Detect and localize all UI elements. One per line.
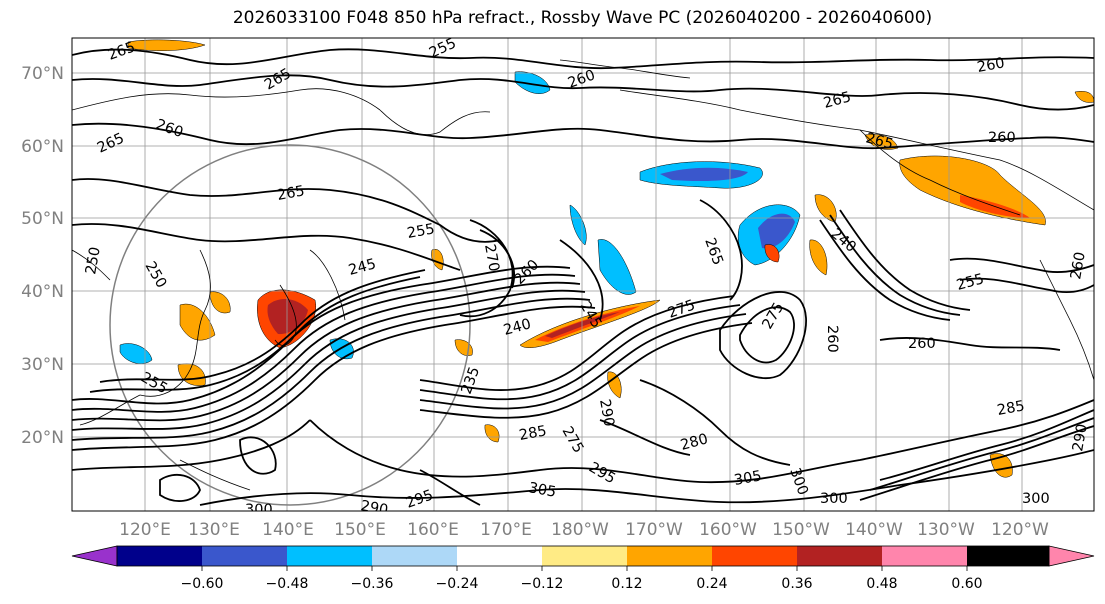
contour-label: 300 <box>1022 491 1050 507</box>
lon-label: 130°E <box>188 520 240 540</box>
contour-label: 265 <box>822 89 853 112</box>
colorbar-segment <box>797 546 882 566</box>
colorbar-tick-label: −0.48 <box>266 576 309 592</box>
positive-anomaly-patch <box>1074 91 1094 103</box>
lon-label: 150°E <box>334 520 386 540</box>
colorbar-tick-label: 0.36 <box>781 576 812 592</box>
contour-label: 265 <box>276 183 306 204</box>
colorbar-segment <box>202 546 287 566</box>
contour-label: 300 <box>245 502 273 518</box>
colorbar-tick-label: 0.24 <box>696 576 727 592</box>
colorbar-segment <box>287 546 372 566</box>
coastlines <box>72 59 1094 491</box>
contour-label: 290 <box>359 498 389 519</box>
colorbar-tick-label: 0.60 <box>951 576 982 592</box>
longitude-labels: 120°E 130°E 140°E 150°E 160°E 170°E 180°… <box>119 520 1049 540</box>
contour-label: 260 <box>1068 251 1089 281</box>
lon-label: 140°W <box>845 520 903 540</box>
colorbar-segment <box>712 546 797 566</box>
positive-anomaly-patch <box>989 453 1013 478</box>
lon-label: 140°E <box>262 520 314 540</box>
colorbar-tick-label: −0.60 <box>181 576 224 592</box>
contour-lines <box>72 48 1094 506</box>
contour-label: 300 <box>820 491 848 507</box>
colorbar-tick-label: −0.12 <box>521 576 564 592</box>
lat-label-50n: 50°N <box>21 209 64 229</box>
contour-label: 250 <box>83 246 104 276</box>
colorbar-tick-label: −0.24 <box>436 576 479 592</box>
colorbar-segment <box>542 546 627 566</box>
positive-anomaly-patch <box>431 248 444 271</box>
lon-label: 150°W <box>772 520 830 540</box>
contour-label: 255 <box>955 271 986 294</box>
colorbar: −0.60 −0.48 −0.36 −0.24 −0.12 0.12 0.24 … <box>71 545 1095 592</box>
positive-anomaly-patch <box>809 239 828 276</box>
lon-label: 160°W <box>699 520 757 540</box>
lon-label: 180°W <box>551 520 609 540</box>
contour-label: 290 <box>596 398 617 428</box>
contour-label: 260 <box>824 325 840 353</box>
lat-label-40n: 40°N <box>21 282 64 302</box>
lon-label: 130°W <box>917 520 975 540</box>
contour-label: 290 <box>1070 423 1091 453</box>
colorbar-segment <box>457 546 542 566</box>
positive-anomaly-patch <box>209 291 231 314</box>
colorbar-tick-label: −0.36 <box>351 576 394 592</box>
contour-label: 305 <box>527 480 557 501</box>
negative-anomaly-patch <box>119 343 153 364</box>
colorbar-tick-label: 0.48 <box>866 576 897 592</box>
lon-label: 120°W <box>991 520 1049 540</box>
contour-label: 265 <box>864 130 895 153</box>
contour-label: 240 <box>502 316 533 339</box>
lon-label: 170°W <box>625 520 683 540</box>
map-frame <box>71 37 1095 512</box>
colorbar-segment <box>372 546 457 566</box>
positive-anomaly-patch <box>484 424 500 443</box>
contour-label: 270 <box>481 243 502 273</box>
contour-label: 255 <box>406 221 436 242</box>
negative-anomaly-patch <box>758 213 795 249</box>
contour-label: 245 <box>347 256 378 279</box>
lat-label-20n: 20°N <box>21 428 64 448</box>
lat-label-30n: 30°N <box>21 355 64 375</box>
negative-anomaly-patch <box>597 239 637 295</box>
contour-label: 305 <box>733 468 763 489</box>
negative-anomaly-patch <box>660 167 748 182</box>
positive-anomaly-patch <box>179 303 216 341</box>
colorbar-extend-min <box>71 545 118 567</box>
map-plot-area <box>72 38 1094 511</box>
lon-label: 120°E <box>119 520 171 540</box>
contour-label: 260 <box>988 130 1016 146</box>
lat-label-60n: 60°N <box>21 137 64 157</box>
lon-label: 160°E <box>407 520 459 540</box>
range-circle <box>109 144 471 506</box>
contour-label: 285 <box>996 398 1026 419</box>
lat-label-70n: 70°N <box>21 64 64 84</box>
contour-label: 285 <box>518 423 548 444</box>
latitude-labels: 70°N 60°N 50°N 40°N 30°N 20°N <box>21 64 64 448</box>
positive-anomaly-patch <box>127 39 206 51</box>
contour-label: 260 <box>908 336 936 352</box>
positive-anomaly-patch <box>267 298 308 335</box>
colorbar-tick-label: 0.12 <box>611 576 642 592</box>
colorbar-extend-max <box>1048 545 1095 567</box>
contour-label: 280 <box>679 431 710 454</box>
contour-label: 260 <box>976 55 1006 76</box>
contour-label: 295 <box>404 487 435 512</box>
colorbar-segment <box>967 546 1049 566</box>
lon-label: 170°E <box>480 520 532 540</box>
colorbar-segment <box>882 546 967 566</box>
colorbar-segment <box>627 546 712 566</box>
map-title: 2026033100 F048 850 hPa refract., Rossby… <box>232 8 933 28</box>
colorbar-segment <box>117 546 202 566</box>
positive-anomaly-patch <box>764 244 780 263</box>
